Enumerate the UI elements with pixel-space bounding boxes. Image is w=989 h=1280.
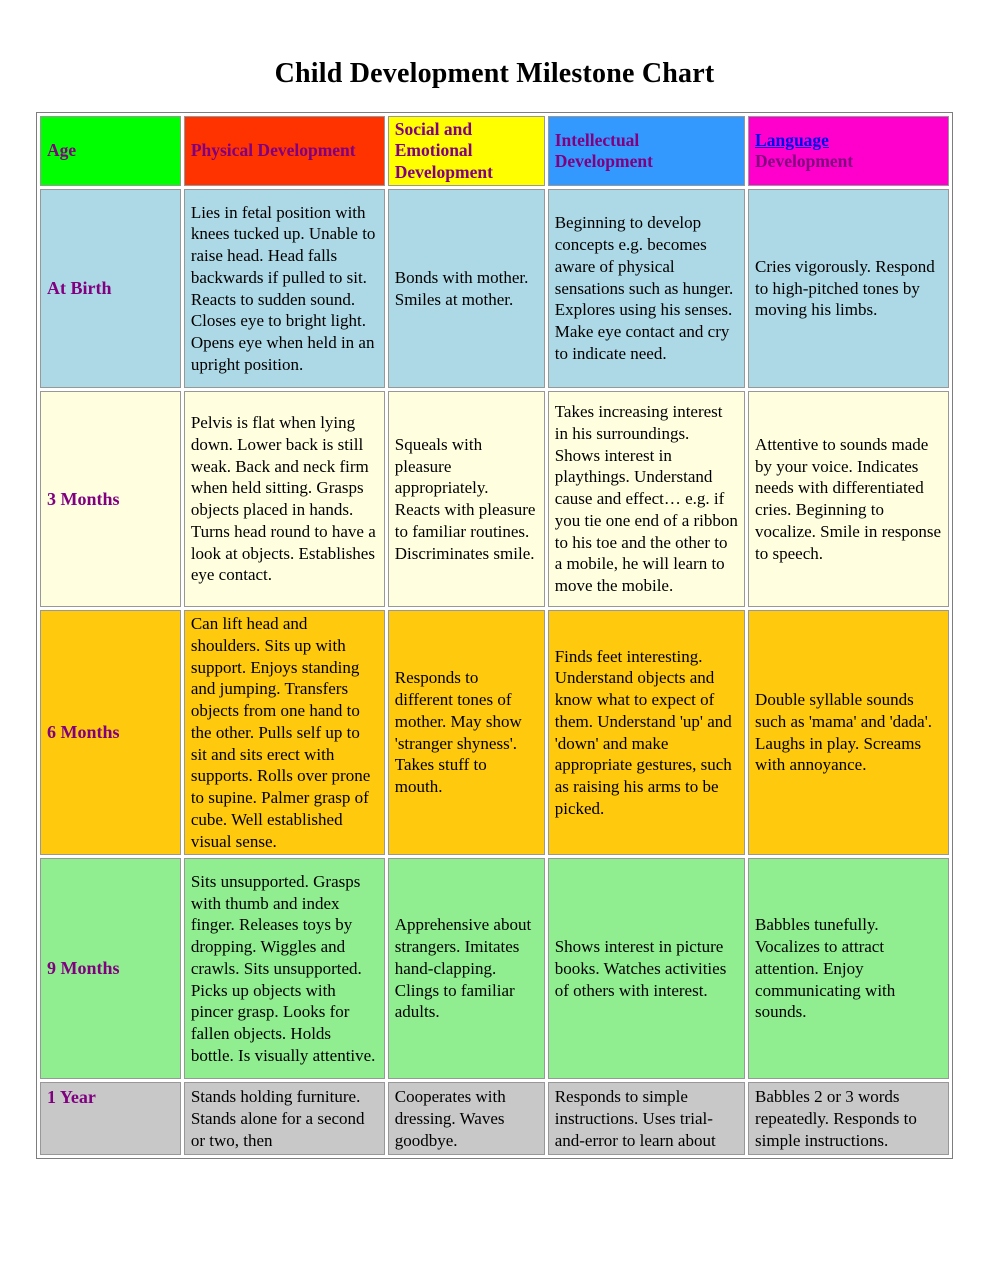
column-header-age: Age [40, 116, 181, 187]
language-cell: Attentive to sounds made by your voice. … [748, 391, 949, 608]
social-cell-text: Cooperates with dressing. Waves goodbye. [394, 1087, 506, 1150]
physical-cell: Pelvis is flat when lying down. Lower ba… [183, 391, 385, 608]
social-cell: Responds to different tones of mother. M… [387, 610, 545, 856]
intellectual-cell: Beginning to develop concepts e.g. becom… [547, 189, 746, 389]
language-cell: Babbles tunefully. Vocalizes to attract … [748, 858, 949, 1080]
age-cell: 6 Months [40, 610, 181, 856]
header-label-language-rest: Development [755, 151, 854, 172]
header-label-social-emotional: Social and Emotional Development [394, 119, 493, 182]
language-cell: Cries vigorously. Respond to high-pitche… [748, 189, 949, 389]
social-cell: Squeals with pleasure appropriately. Rea… [387, 391, 545, 608]
intellectual-cell: Takes increasing interest in his surroun… [547, 391, 746, 608]
physical-cell-text: Stands holding furniture. Stands alone f… [190, 1087, 365, 1150]
table-row-1-year: 1 Year Stands holding furniture. Stands … [40, 1082, 949, 1156]
intellectual-cell: Responds to simple instructions. Uses tr… [547, 1082, 746, 1156]
page-title: Child Development Milestone Chart [274, 58, 715, 89]
social-cell: Cooperates with dressing. Waves goodbye. [387, 1082, 545, 1156]
language-cell: Babbles 2 or 3 words repeatedly. Respond… [748, 1082, 949, 1156]
physical-cell: Sits unsupported. Grasps with thumb and … [183, 858, 385, 1080]
physical-cell: Lies in fetal position with knees tucked… [183, 189, 385, 389]
header-label-age: Age [47, 140, 77, 161]
age-cell: At Birth [40, 189, 181, 389]
column-header-social-emotional: Social and Emotional Development [387, 116, 545, 187]
language-link[interactable]: Language [755, 129, 829, 150]
header-row: Age Physical Development Social and Emot… [40, 116, 949, 187]
age-cell: 3 Months [40, 391, 181, 608]
table-row-6-months: 6 Months Can lift head and shoulders. Si… [40, 610, 949, 856]
header-label-intellectual: Intellectual Development [554, 129, 653, 172]
table-row-3-months: 3 Months Pelvis is flat when lying down.… [40, 391, 949, 608]
column-header-physical: Physical Development [183, 116, 385, 187]
milestone-table: Age Physical Development Social and Emot… [36, 112, 953, 1160]
column-header-language: Language Development [748, 116, 949, 187]
physical-cell: Can lift head and shoulders. Sits up wit… [183, 610, 385, 856]
intellectual-cell-text: Responds to simple instructions. Uses tr… [554, 1087, 716, 1150]
age-cell: 9 Months [40, 858, 181, 1080]
intellectual-cell: Shows interest in picture books. Watches… [547, 858, 746, 1080]
header-label-physical: Physical Development [190, 140, 356, 161]
column-header-intellectual: Intellectual Development [547, 116, 746, 187]
social-cell: Apprehensive about strangers. Imitates h… [387, 858, 545, 1080]
table-row-9-months: 9 Months Sits unsupported. Grasps with t… [40, 858, 949, 1080]
intellectual-cell: Finds feet interesting. Understand objec… [547, 610, 746, 856]
age-cell: 1 Year [40, 1082, 181, 1156]
table-row-at-birth: At Birth Lies in fetal position with kne… [40, 189, 949, 389]
language-cell-text: Babbles 2 or 3 words repeatedly. Respond… [755, 1087, 917, 1150]
social-cell: Bonds with mother. Smiles at mother. [387, 189, 545, 389]
age-cell-text: 1 Year [47, 1087, 96, 1108]
physical-cell: Stands holding furniture. Stands alone f… [183, 1082, 385, 1156]
language-cell: Double syllable sounds such as 'mama' an… [748, 610, 949, 856]
